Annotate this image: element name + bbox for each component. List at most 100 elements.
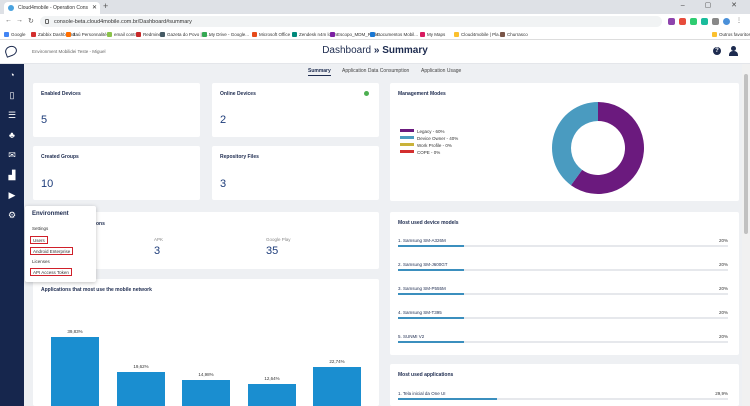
bar-1[interactable]	[51, 336, 99, 406]
bookmark-item[interactable]: My Drive - Google...	[202, 32, 249, 37]
bar-3[interactable]	[182, 380, 230, 406]
bookmark-item[interactable]: Churrasco	[500, 32, 528, 37]
bookmark-item[interactable]: Outros favoritos	[712, 32, 750, 37]
menu-item-users[interactable]: Users	[30, 236, 48, 244]
legend-item-device-owner[interactable]: Device Owner - 40%	[400, 136, 458, 143]
progress-fill	[398, 317, 464, 319]
bookmark-item[interactable]: Documentos Mobil...	[370, 32, 418, 37]
online-status-dot	[364, 91, 369, 96]
bookmark-item[interactable]: Escopo_MDM_Rede...	[330, 32, 382, 37]
management-legend: Legacy - 60% Device Owner - 40% Work Pro…	[400, 129, 458, 157]
card-repository-files[interactable]: Repository Files 3	[212, 146, 379, 200]
tab-application-usage[interactable]: Application Usage	[421, 68, 462, 74]
device-model-name: 4. Samsung SM-T395	[398, 310, 442, 315]
card-title: Applications that most use the mobile ne…	[41, 287, 152, 293]
bookmark-item[interactable]: email control	[107, 32, 140, 37]
menu-item-api-access-token[interactable]: API Access Token	[30, 268, 72, 276]
chart-icon[interactable]: ▟	[8, 170, 16, 180]
sidebar: ◔ ▯ ☰ ♣ ✉ ▟ ▶ ⚙	[0, 64, 24, 406]
apk-label: APK	[154, 237, 164, 242]
menu-item-licenses[interactable]: Licenses	[32, 259, 50, 264]
list-icon[interactable]: ☰	[7, 110, 17, 120]
tab-summary[interactable]: Summary	[308, 68, 331, 76]
device-model-name: 3. Samsung SM-P555M	[398, 286, 446, 291]
bookmark-favicon-icon	[4, 32, 9, 37]
new-tab-icon[interactable]: +	[103, 1, 109, 11]
legend-item-work-profile[interactable]: Work Profile - 0%	[400, 143, 458, 150]
bar-4[interactable]	[248, 384, 296, 406]
bar-data-label: 19,62%	[133, 363, 149, 369]
bookmark-item[interactable]: Redmine	[136, 32, 161, 37]
device-icon[interactable]: ▯	[9, 90, 15, 100]
app-percent: 29,9%	[715, 391, 728, 396]
puzzle-icon[interactable]	[712, 18, 719, 25]
groups-icon[interactable]: ♣	[9, 130, 15, 140]
app-header: Environment Mobilidei Teste - Miguel Das…	[0, 40, 750, 64]
environment-menu-heading: Environment	[32, 211, 69, 217]
device-model-percent: 20%	[718, 334, 728, 339]
card-title: Repository Files	[220, 154, 259, 160]
gear-icon[interactable]: ⚙	[7, 210, 17, 220]
bookmark-item[interactable]: Cloud4mobile | Pla...	[454, 32, 502, 37]
forward-icon[interactable]: →	[16, 17, 23, 24]
bar-2[interactable]	[117, 371, 165, 406]
bookmark-item[interactable]: My Maps	[420, 32, 445, 37]
card-value: 3	[220, 178, 227, 190]
profile-icon[interactable]	[723, 18, 730, 25]
back-icon[interactable]: ←	[5, 17, 12, 24]
browser-tab-bar: Cloud4mobile - Operation Cons ✕ + – ▢ ✕	[0, 0, 750, 14]
bookmark-item[interactable]: Itaú Personnalité	[66, 32, 107, 37]
bookmark-favicon-icon	[107, 32, 112, 37]
bookmark-item[interactable]: Google	[4, 32, 26, 37]
device-model-percent: 20%	[718, 286, 728, 291]
legend-item-legacy[interactable]: Legacy - 60%	[400, 129, 458, 136]
card-enabled-devices[interactable]: Enabled Devices 5	[33, 83, 200, 137]
tab-application-data-consumption[interactable]: Application Data Consumption	[342, 68, 410, 74]
extension-icon[interactable]	[701, 18, 708, 25]
lock-icon	[45, 19, 49, 24]
progress-track	[398, 245, 728, 247]
bookmark-item[interactable]: Zendesk n4m login	[292, 32, 337, 37]
bar-5[interactable]	[313, 366, 361, 406]
menu-kebab-icon[interactable]: ⋮	[736, 18, 742, 24]
extension-icon[interactable]	[679, 18, 686, 25]
bookmark-item[interactable]: Gazeta do Povo | Úl...	[160, 32, 211, 37]
close-tab-icon[interactable]: ✕	[91, 5, 97, 11]
reload-icon[interactable]: ↻	[28, 18, 34, 25]
donut-slice-legacy[interactable]	[570, 102, 644, 194]
url-field[interactable]: console-beta.cloud4mobile.com.br/Dashboa…	[40, 16, 662, 27]
scrollbar-thumb[interactable]	[744, 74, 748, 234]
card-title: Enabled Devices	[41, 91, 81, 97]
help-icon[interactable]: ?	[713, 47, 721, 55]
play-icon[interactable]: ▶	[8, 190, 16, 200]
bookmark-item[interactable]: Microsoft Office	[252, 32, 290, 37]
window-controls[interactable]: – ▢ ✕	[680, 2, 746, 9]
inbox-icon[interactable]: ✉	[8, 150, 16, 160]
menu-item-settings[interactable]: Settings	[32, 226, 49, 231]
card-title: Online Devices	[220, 91, 256, 97]
bookmark-favicon-icon	[454, 32, 459, 37]
card-online-devices[interactable]: Online Devices 2	[212, 83, 379, 137]
bookmark-favicon-icon	[202, 32, 207, 37]
legend-swatch	[400, 143, 414, 146]
browser-tab[interactable]: Cloud4mobile - Operation Cons ✕	[4, 2, 100, 14]
legend-item-cope[interactable]: COPE - 0%	[400, 150, 458, 157]
extension-icon[interactable]	[690, 18, 697, 25]
progress-track	[398, 341, 728, 343]
menu-item-android-enterprise[interactable]: Android Enterprise	[30, 247, 74, 255]
extension-icon[interactable]	[668, 18, 675, 25]
card-title: Management Modes	[398, 91, 446, 97]
card-title: Most used applications	[398, 372, 454, 378]
apk-value: 3	[154, 245, 161, 257]
google-play-label: Google Play	[266, 237, 291, 242]
donut-slice-device-owner[interactable]	[552, 102, 598, 186]
device-model-percent: 20%	[718, 310, 728, 315]
speedometer-icon[interactable]: ◔	[9, 70, 15, 80]
bookmark-favicon-icon	[160, 32, 165, 37]
progress-fill	[398, 398, 497, 400]
page-scrollbar[interactable]	[742, 64, 750, 406]
legend-swatch	[400, 129, 414, 132]
card-created-groups[interactable]: Created Groups 10	[33, 146, 200, 200]
bookmark-item[interactable]: Zabbix Dashboard	[31, 32, 75, 37]
user-icon[interactable]	[729, 46, 738, 56]
